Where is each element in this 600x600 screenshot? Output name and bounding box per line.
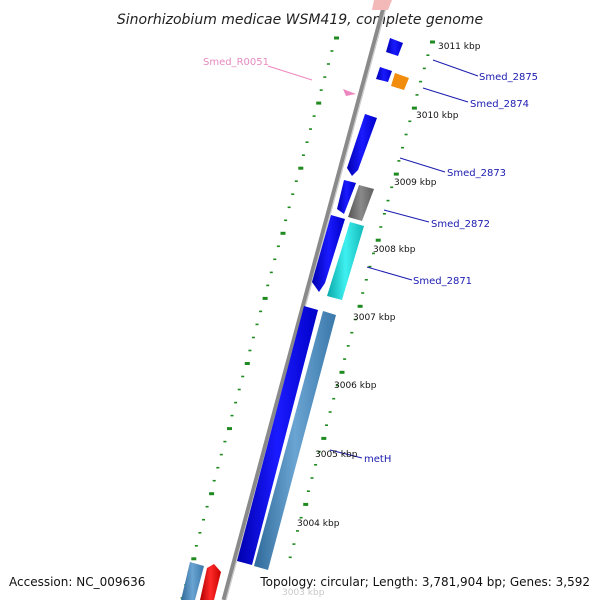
label-smed-2874[interactable]: Smed_2874 bbox=[470, 99, 529, 110]
kbp-3008: 3008 kbp bbox=[373, 245, 416, 255]
accession-text: Accession: NC_009636 bbox=[9, 575, 145, 589]
gene-steel-bottom[interactable] bbox=[181, 562, 204, 600]
gene-smed-2873[interactable] bbox=[347, 114, 377, 176]
kbp-3011: 3011 kbp bbox=[438, 42, 481, 52]
gene-smed-2875[interactable] bbox=[386, 38, 403, 56]
kbp-3009: 3009 kbp bbox=[394, 178, 437, 188]
kbp-3003: 3003 kbp bbox=[282, 588, 325, 598]
gene-blue-2872-left[interactable] bbox=[337, 180, 356, 214]
gene-smed-2874[interactable] bbox=[391, 73, 409, 90]
rna-smed-r0051[interactable] bbox=[343, 89, 356, 96]
gene-meth[interactable] bbox=[237, 306, 318, 565]
backbone-highlight bbox=[225, 0, 389, 600]
gene-labels: Smed_2875 Smed_2874 Smed_2873 Smed_2872 … bbox=[203, 57, 538, 465]
gene-steel-long[interactable] bbox=[254, 311, 336, 570]
left-tick-row bbox=[180, 36, 339, 599]
kbp-3006: 3006 kbp bbox=[334, 381, 377, 391]
rna-connector bbox=[267, 65, 313, 81]
right-tick-row bbox=[288, 40, 435, 559]
kbp-labels: 3011 kbp 3010 kbp 3009 kbp 3008 kbp 3007… bbox=[282, 42, 481, 598]
kbp-3007: 3007 kbp bbox=[353, 313, 396, 323]
gene-blue-left-2871[interactable] bbox=[312, 215, 345, 292]
label-smed-2873[interactable]: Smed_2873 bbox=[447, 168, 506, 179]
gene-smed-2872[interactable] bbox=[348, 185, 374, 221]
label-connectors bbox=[329, 59, 479, 459]
kbp-3005: 3005 kbp bbox=[315, 450, 358, 460]
gene-smed-2871[interactable] bbox=[327, 222, 364, 300]
label-meth[interactable]: metH bbox=[364, 454, 391, 465]
gene-faded-top bbox=[372, 0, 392, 10]
genome-backbone bbox=[221, 0, 389, 600]
label-smed-2871[interactable]: Smed_2871 bbox=[413, 276, 472, 287]
gene-small-blue[interactable] bbox=[376, 67, 392, 82]
label-smed-2872[interactable]: Smed_2872 bbox=[431, 219, 490, 230]
genome-summary: Topology: circular; Length: 3,781,904 bp… bbox=[259, 575, 590, 589]
label-smed-r0051[interactable]: Smed_R0051 bbox=[203, 57, 269, 68]
kbp-3010: 3010 kbp bbox=[416, 111, 459, 121]
kbp-3004: 3004 kbp bbox=[297, 519, 340, 529]
map-title: Sinorhizobium medicae WSM419, complete g… bbox=[117, 12, 483, 28]
gene-red-bottom[interactable] bbox=[200, 564, 221, 600]
label-smed-2875[interactable]: Smed_2875 bbox=[479, 72, 538, 83]
